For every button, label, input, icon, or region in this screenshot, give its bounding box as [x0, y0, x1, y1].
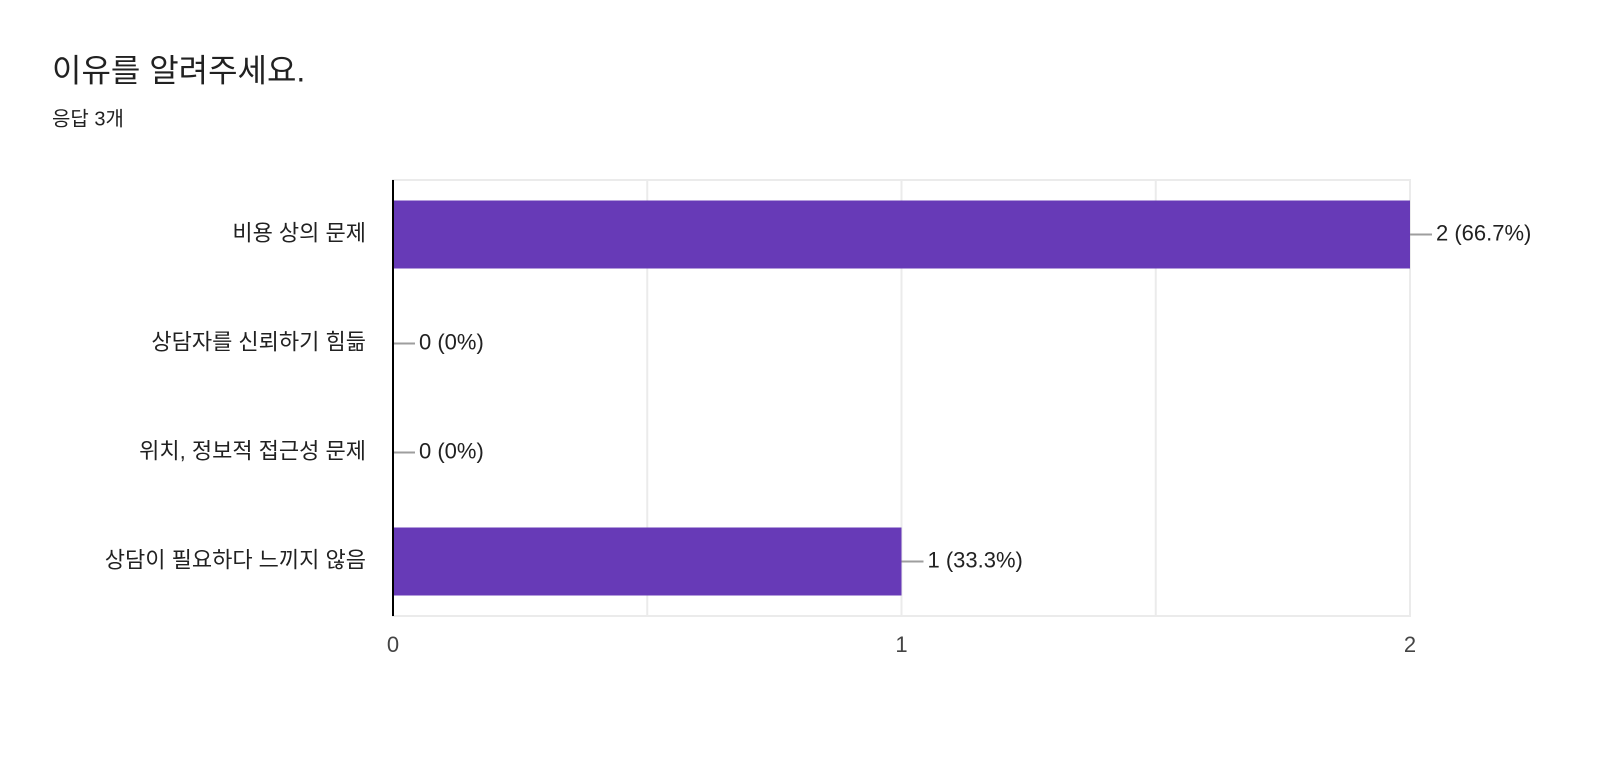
bar	[393, 200, 1410, 269]
y-tick-label: 상담자를 신뢰하기 힘듦	[151, 329, 366, 354]
y-tick-label: 위치, 정보적 접근성 문제	[139, 438, 366, 463]
y-tick-label: 비용 상의 문제	[232, 220, 366, 245]
value-label: 0 (0%)	[419, 329, 484, 354]
chart-subtitle: 응답 3개	[52, 107, 124, 130]
value-label: 2 (66.7%)	[1436, 220, 1531, 245]
y-tick-label: 상담이 필요하다 느끼지 않음	[105, 547, 366, 572]
x-tick-label: 1	[895, 632, 907, 657]
value-label: 0 (0%)	[419, 438, 484, 463]
x-tick-label: 2	[1404, 632, 1416, 657]
x-tick-label: 0	[387, 632, 399, 657]
value-label: 1 (33.3%)	[928, 547, 1023, 572]
bar	[393, 527, 902, 596]
chart-title: 이유를 알려주세요.	[52, 52, 305, 88]
